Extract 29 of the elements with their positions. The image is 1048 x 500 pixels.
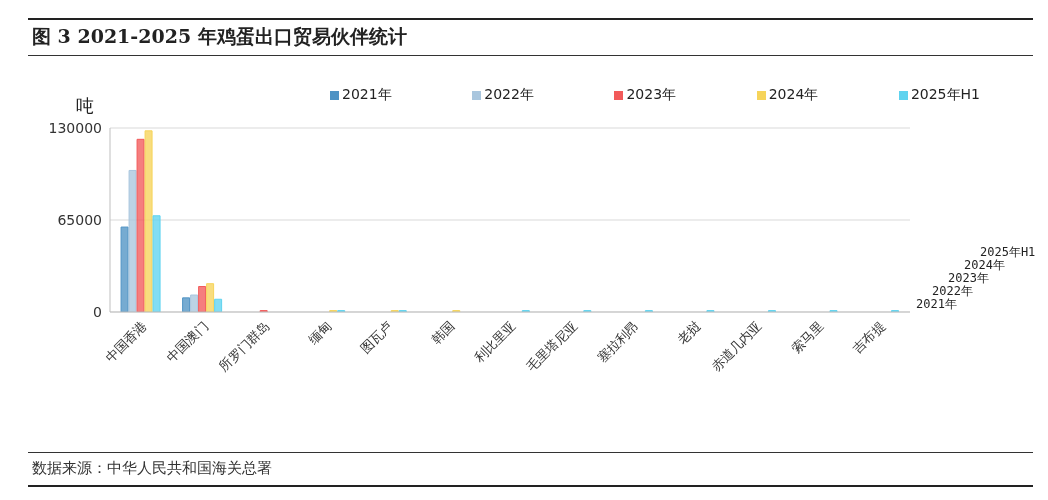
y-tick-label: 65000 <box>57 211 102 228</box>
y-tick-label: 130000 <box>48 119 102 136</box>
x-tick-label: 中国澳门 <box>163 318 211 366</box>
x-tick-label: 索马里 <box>788 318 827 357</box>
text: 2023年 <box>948 271 989 285</box>
x-tick-label: 韩国 <box>428 318 458 348</box>
x-tick-label: 吉布提 <box>849 318 888 357</box>
text: 2025年H1 <box>980 245 1036 259</box>
source-note: 数据来源：中华人民共和国海关总署 <box>32 459 272 478</box>
x-tick-label: 毛里塔尼亚 <box>523 318 581 375</box>
x-tick-label: 缅甸 <box>305 318 335 348</box>
x-tick-label: 利比里亚 <box>471 318 519 366</box>
legend-label: 2023年 <box>626 86 677 104</box>
x-tick-label: 所罗门群岛 <box>215 318 273 375</box>
x-tick-label: 图瓦卢 <box>357 318 396 357</box>
y-axis-title: 吨 <box>76 94 94 118</box>
text: 2021年 <box>916 297 957 311</box>
x-tick-label: 老挝 <box>674 318 704 348</box>
legend-label: 2025年H1 <box>910 86 980 104</box>
legend-label: 2024年 <box>768 86 819 104</box>
x-tick-label: 赤道几内亚 <box>708 318 765 375</box>
x-tick-label: 中国香港 <box>102 318 150 366</box>
x-tick-label: 塞拉利昂 <box>594 318 642 366</box>
y-tick-label: 0 <box>93 303 102 320</box>
legend-label: 2021年 <box>342 86 392 104</box>
legend-label: 2022年 <box>484 86 534 104</box>
text: 2022年 <box>932 284 973 298</box>
chart-title: 图 3 2021-2025 年鸡蛋出口贸易伙伴统计 <box>32 24 407 49</box>
text: 2024年 <box>964 258 1005 272</box>
